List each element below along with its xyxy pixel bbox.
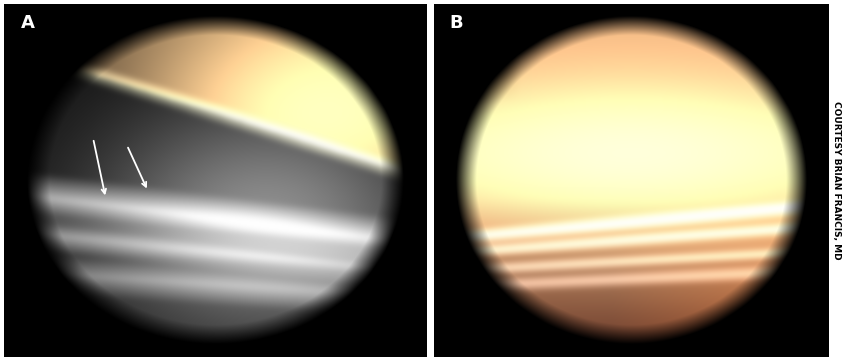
Text: B: B bbox=[449, 14, 462, 32]
Text: COURTESY BRIAN FRANCIS, MD: COURTESY BRIAN FRANCIS, MD bbox=[832, 101, 840, 260]
Text: A: A bbox=[21, 14, 35, 32]
